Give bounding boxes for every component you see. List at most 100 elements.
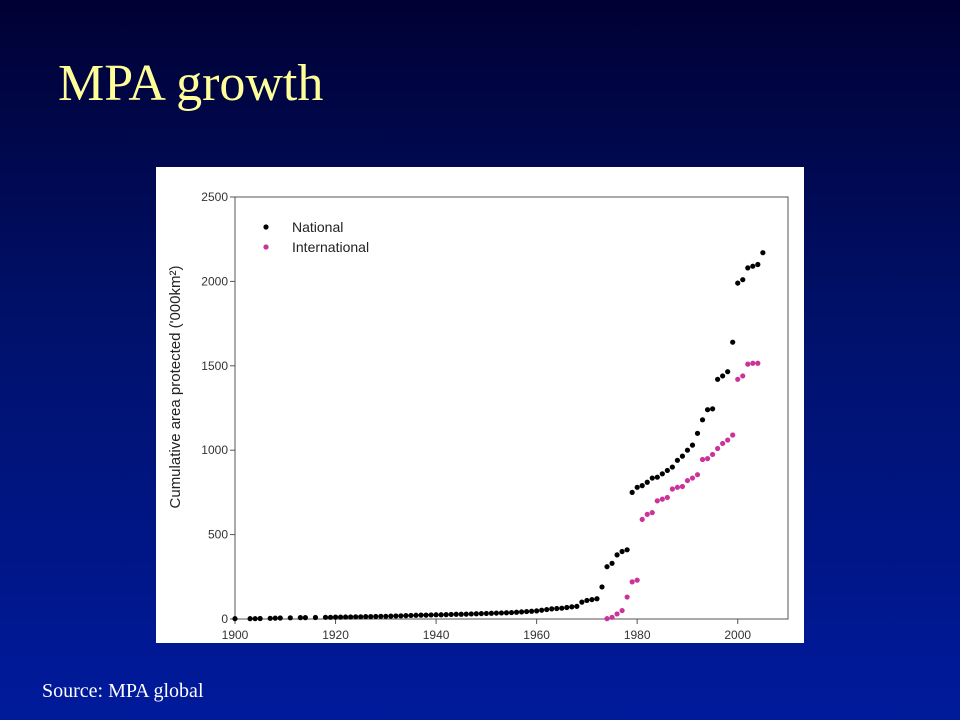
international-point xyxy=(750,360,756,366)
national-point xyxy=(664,467,670,474)
y-tick-label: 2000 xyxy=(201,274,228,288)
international-point xyxy=(755,360,761,366)
national-point xyxy=(735,280,741,286)
national-point xyxy=(649,475,655,481)
national-point xyxy=(679,453,686,459)
international-point xyxy=(720,440,726,447)
national-point xyxy=(730,339,736,345)
national-point xyxy=(257,615,263,622)
y-tick-label: 0 xyxy=(221,612,228,626)
plot-area-frame xyxy=(234,196,789,620)
national-point xyxy=(438,612,444,618)
national-point xyxy=(343,614,349,620)
y-tick-label: 500 xyxy=(208,528,228,542)
national-point xyxy=(579,599,585,605)
international-point xyxy=(619,607,625,614)
national-point xyxy=(704,407,711,413)
national-point xyxy=(513,609,520,615)
national-point xyxy=(413,612,419,618)
national-point xyxy=(725,369,731,375)
national-point xyxy=(554,605,560,612)
national-point xyxy=(363,614,369,620)
national-point xyxy=(297,615,303,621)
national-point xyxy=(599,584,605,590)
national-point xyxy=(488,610,494,616)
national-point xyxy=(423,612,429,618)
national-point xyxy=(604,564,610,570)
international-point xyxy=(659,496,665,502)
international-point xyxy=(745,361,751,367)
national-point xyxy=(368,614,374,620)
national-point xyxy=(745,265,751,271)
international-point xyxy=(730,432,736,438)
x-tick-label: 1920 xyxy=(322,628,349,642)
x-tick-label: 1900 xyxy=(222,628,249,642)
national-point xyxy=(493,610,500,616)
national-point xyxy=(699,417,706,423)
national-point xyxy=(443,612,449,618)
national-point xyxy=(574,603,580,609)
national-point xyxy=(549,606,555,612)
national-point xyxy=(403,613,409,619)
national-point xyxy=(644,479,650,485)
national-point xyxy=(609,560,615,566)
international-point xyxy=(725,437,731,443)
national-point xyxy=(740,277,746,283)
national-point xyxy=(539,607,545,613)
national-point xyxy=(453,611,459,617)
national-point xyxy=(358,614,364,620)
national-point xyxy=(503,610,510,616)
national-point xyxy=(684,447,691,453)
national-point xyxy=(252,616,258,622)
international-point xyxy=(629,579,635,585)
national-point xyxy=(639,483,645,489)
national-point xyxy=(428,612,434,618)
national-point xyxy=(418,612,424,618)
national-point xyxy=(393,613,399,619)
international-point xyxy=(684,477,691,484)
national-point xyxy=(508,609,515,616)
chart-frame: 1900 1920 1940 1960 1980 2000 0 500 1000 1500 2000… xyxy=(156,167,804,643)
legend-marker-international xyxy=(263,244,269,250)
national-point xyxy=(659,471,665,477)
international-point xyxy=(609,614,615,620)
national-point xyxy=(348,614,354,620)
international-point xyxy=(624,594,630,600)
national-point xyxy=(674,457,681,463)
y-axis-label: Cumulative area protected ('000km²) xyxy=(167,266,184,509)
national-point xyxy=(544,606,550,613)
international-point xyxy=(740,373,746,379)
national-point xyxy=(755,261,761,268)
international-point xyxy=(634,577,640,583)
national-point xyxy=(353,614,359,620)
national-point xyxy=(689,442,696,448)
y-tick-label: 2500 xyxy=(201,190,228,204)
x-tick-label: 1980 xyxy=(624,628,651,642)
national-point xyxy=(483,610,489,617)
national-point xyxy=(448,611,454,618)
source-caption: Source: MPA global xyxy=(42,680,204,702)
national-point xyxy=(594,596,600,602)
national-point xyxy=(760,250,766,256)
national-point xyxy=(654,474,660,480)
national-point xyxy=(267,615,273,621)
national-point xyxy=(458,611,464,617)
national-point xyxy=(589,596,595,603)
slide-title: MPA growth xyxy=(58,55,324,112)
national-point xyxy=(518,609,525,615)
x-tick-label: 2000 xyxy=(724,628,751,642)
national-point xyxy=(614,552,620,558)
international-point xyxy=(709,451,716,458)
national-point xyxy=(408,612,414,619)
data-points xyxy=(232,250,766,622)
national-point xyxy=(302,615,308,621)
international-point xyxy=(649,510,655,516)
international-point xyxy=(689,475,696,481)
national-point xyxy=(463,611,469,617)
national-point xyxy=(669,464,675,470)
national-point xyxy=(232,616,238,622)
national-point xyxy=(373,613,379,620)
national-point xyxy=(619,548,625,555)
national-point xyxy=(327,614,334,620)
international-point xyxy=(704,456,711,462)
